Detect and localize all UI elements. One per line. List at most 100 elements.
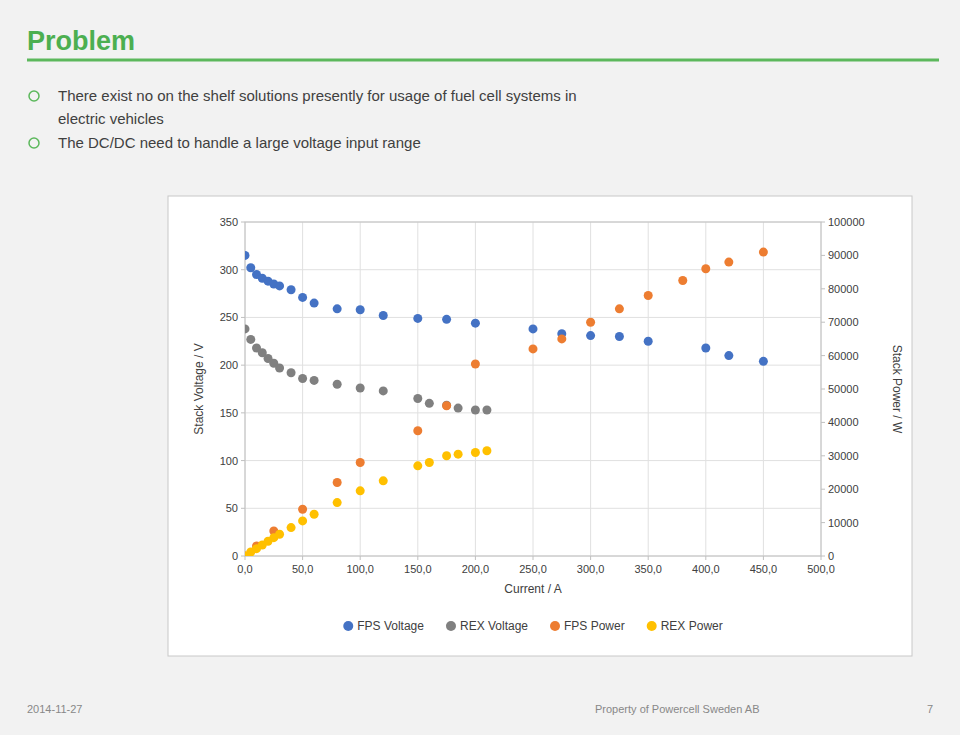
legend-label: FPS Power bbox=[564, 619, 625, 633]
y-tick bbox=[241, 269, 245, 270]
y2-tick-label: 10000 bbox=[828, 517, 859, 529]
x-tick bbox=[417, 556, 418, 560]
bullet-text: electric vehicles bbox=[58, 110, 164, 127]
x-grid-line bbox=[648, 222, 649, 556]
bullet-marker bbox=[29, 138, 39, 148]
scatter-point bbox=[701, 343, 710, 352]
scatter-point bbox=[615, 304, 624, 313]
x-tick-label: 500,0 bbox=[807, 563, 835, 575]
scatter-point bbox=[644, 337, 653, 346]
x-grid-line bbox=[417, 222, 418, 556]
scatter-point bbox=[310, 376, 319, 385]
scatter-point bbox=[529, 344, 538, 353]
series-points bbox=[245, 251, 768, 366]
scatter-point bbox=[471, 405, 480, 414]
scatter-point bbox=[413, 314, 422, 323]
scatter-point bbox=[471, 359, 480, 368]
scatter-point bbox=[413, 461, 422, 470]
x-tick bbox=[302, 556, 303, 560]
series-points bbox=[245, 446, 491, 556]
legend-label: REX Voltage bbox=[460, 619, 528, 633]
slide-background bbox=[0, 0, 960, 735]
x-tick-label: 0,0 bbox=[237, 563, 252, 575]
x-tick bbox=[475, 556, 476, 560]
y2-tick bbox=[821, 556, 825, 557]
y-grid-line bbox=[245, 365, 821, 366]
scatter-point bbox=[287, 285, 296, 294]
y-tick bbox=[241, 556, 245, 557]
y-tick bbox=[241, 222, 245, 223]
x-grid-line bbox=[475, 222, 476, 556]
y2-tick-label: 60000 bbox=[828, 350, 859, 362]
chart-box bbox=[168, 196, 912, 656]
plot-frame bbox=[245, 222, 821, 556]
y-tick bbox=[241, 365, 245, 366]
scatter-point bbox=[586, 331, 595, 340]
legend-marker bbox=[550, 621, 560, 631]
y2-tick-label: 50000 bbox=[828, 383, 859, 395]
legend: FPS VoltageREX VoltageFPS PowerREX Power bbox=[343, 619, 722, 633]
scatter-point bbox=[425, 458, 434, 467]
scatter-point bbox=[557, 334, 566, 343]
y-tick bbox=[241, 508, 245, 509]
legend-label: REX Power bbox=[661, 619, 723, 633]
y2-tick bbox=[821, 489, 825, 490]
x-tick bbox=[360, 556, 361, 560]
y-tick-label: 50 bbox=[226, 502, 238, 514]
y2-tick-label: 0 bbox=[828, 550, 834, 562]
scatter-point bbox=[310, 510, 319, 519]
scatter-point bbox=[454, 450, 463, 459]
scatter-point bbox=[333, 478, 342, 487]
x-tick-label: 300,0 bbox=[577, 563, 605, 575]
series-points bbox=[245, 248, 768, 556]
scatter-point bbox=[333, 498, 342, 507]
scatter-point bbox=[644, 291, 653, 300]
scatter-point bbox=[413, 426, 422, 435]
grid bbox=[245, 222, 821, 556]
x-tick-label: 450,0 bbox=[750, 563, 778, 575]
y2-tick-label: 100000 bbox=[828, 216, 865, 228]
x-tick-label: 150,0 bbox=[404, 563, 432, 575]
scatter-point bbox=[759, 357, 768, 366]
legend-marker bbox=[647, 621, 657, 631]
y2-tick bbox=[821, 355, 825, 356]
x-tick bbox=[648, 556, 649, 560]
y-grid-line bbox=[245, 412, 821, 413]
scatter-point bbox=[471, 319, 480, 328]
scatter-point bbox=[442, 401, 451, 410]
scatter-point bbox=[310, 299, 319, 308]
x-tick bbox=[245, 556, 246, 560]
y2-tick bbox=[821, 389, 825, 390]
title-rule bbox=[27, 59, 939, 62]
scatter-point bbox=[678, 276, 687, 285]
scatter-point bbox=[333, 380, 342, 389]
x-tick bbox=[821, 556, 822, 560]
series-points bbox=[245, 324, 491, 414]
y2-tick-label: 30000 bbox=[828, 450, 859, 462]
scatter-point bbox=[379, 476, 388, 485]
bullet-text: There exist no on the shelf solutions pr… bbox=[58, 87, 577, 104]
scatter-point bbox=[379, 386, 388, 395]
slide-title: Problem bbox=[27, 26, 135, 56]
scatter-point bbox=[454, 404, 463, 413]
footer-owner: Property of Powercell Sweden AB bbox=[595, 703, 759, 715]
bullet-marker bbox=[29, 91, 39, 101]
y-tick bbox=[241, 317, 245, 318]
scatter-point bbox=[356, 305, 365, 314]
y-grid-line bbox=[245, 317, 821, 318]
y-tick bbox=[241, 460, 245, 461]
y-grid-line bbox=[245, 508, 821, 509]
scatter-point bbox=[245, 324, 250, 333]
y-grid-line bbox=[245, 269, 821, 270]
scatter-point bbox=[759, 248, 768, 257]
y2-tick bbox=[821, 422, 825, 423]
scatter-point bbox=[356, 486, 365, 495]
scatter-point bbox=[246, 335, 255, 344]
scatter-point bbox=[275, 530, 284, 539]
scatter-point bbox=[275, 281, 284, 290]
x-tick-label: 100,0 bbox=[346, 563, 374, 575]
scatter-point bbox=[442, 451, 451, 460]
y-tick-label: 150 bbox=[220, 407, 238, 419]
x-tick-label: 50,0 bbox=[292, 563, 313, 575]
x-tick-label: 250,0 bbox=[519, 563, 547, 575]
